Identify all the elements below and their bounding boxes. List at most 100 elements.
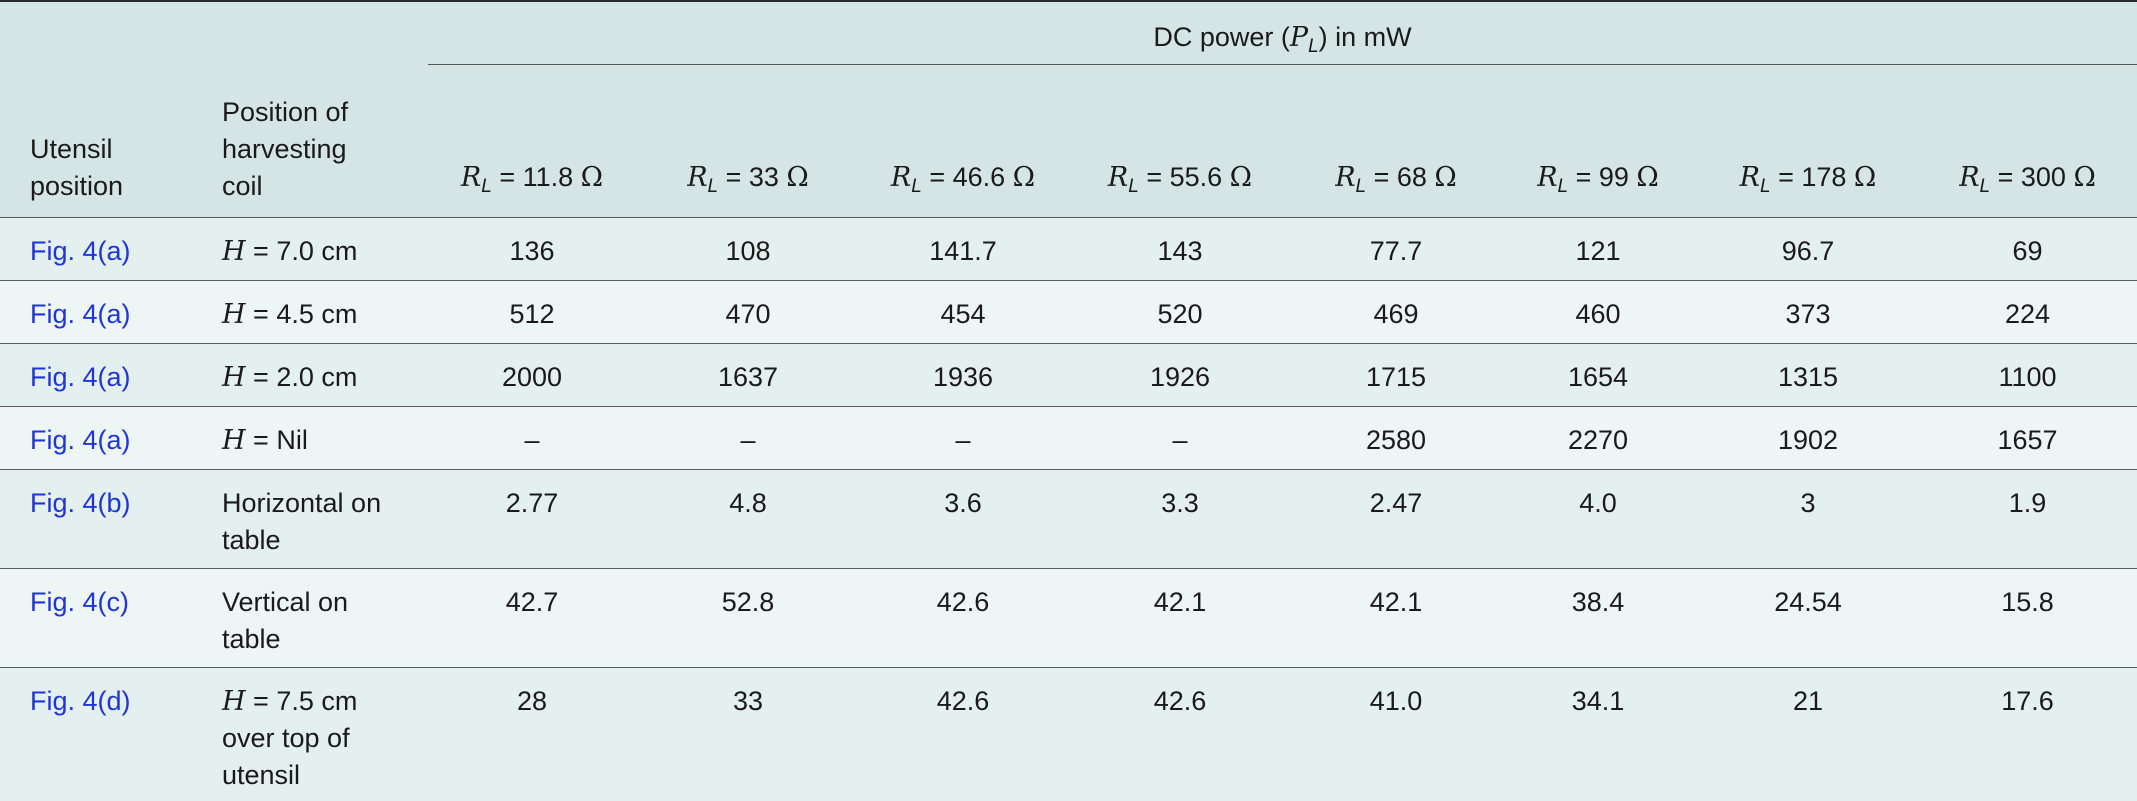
power-value-cell: 69	[1918, 218, 2137, 281]
header-rl-5: RL = 68 Ω	[1294, 65, 1498, 218]
coil-position-cell: Horizontal on table	[210, 470, 428, 569]
power-value-cell: 141.7	[860, 218, 1066, 281]
power-value-cell: 96.7	[1698, 218, 1918, 281]
coil-position-text: Vertical on table	[222, 587, 348, 654]
coil-position-cell: Vertical on table	[210, 569, 428, 668]
power-value-cell: –	[860, 407, 1066, 470]
header-rl-7: RL = 178 Ω	[1698, 65, 1918, 218]
power-value-cell: 21	[1698, 668, 1918, 801]
utensil-figure-link[interactable]: Fig. 4(a)	[0, 281, 210, 344]
height-variable: H	[222, 236, 246, 267]
coil-position-text: = 2.0 cm	[246, 362, 358, 392]
header-rl-6: RL = 99 Ω	[1498, 65, 1698, 218]
header-row-group: Utensil position Position of harvesting …	[0, 2, 2137, 65]
power-value-cell: 224	[1918, 281, 2137, 344]
rl-value: = 68	[1366, 162, 1434, 192]
group-header-subscript: L	[1308, 36, 1319, 57]
coil-position-text: = Nil	[246, 425, 308, 455]
group-header-post: ) in mW	[1319, 22, 1412, 52]
rl-symbol: R	[687, 162, 707, 193]
ohm-unit: Ω	[2073, 162, 2095, 193]
power-value-cell: 1715	[1294, 344, 1498, 407]
power-value-cell: 3.3	[1066, 470, 1294, 569]
rl-value: = 55.6	[1139, 162, 1230, 192]
power-value-cell: 33	[636, 668, 860, 801]
rl-symbol: R	[1740, 162, 1760, 193]
utensil-figure-link[interactable]: Fig. 4(b)	[0, 470, 210, 569]
rl-value: = 46.6	[922, 162, 1013, 192]
height-variable: H	[222, 299, 246, 330]
power-value-cell: 3.6	[860, 470, 1066, 569]
ohm-unit: Ω	[1230, 162, 1252, 193]
ohm-unit: Ω	[1434, 162, 1456, 193]
coil-position-cell: H = 7.5 cm over top of utensil	[210, 668, 428, 801]
rl-value: = 33	[718, 162, 786, 192]
power-value-cell: 1637	[636, 344, 860, 407]
rl-symbol: R	[1959, 162, 1979, 193]
coil-position-cell: H = Nil	[210, 407, 428, 470]
header-rl-1: RL = 11.8 Ω	[428, 65, 636, 218]
utensil-figure-link[interactable]: Fig. 4(a)	[0, 344, 210, 407]
ohm-unit: Ω	[786, 162, 808, 193]
power-value-cell: 520	[1066, 281, 1294, 344]
power-value-cell: 2.77	[428, 470, 636, 569]
utensil-figure-link[interactable]: Fig. 4(c)	[0, 569, 210, 668]
header-rl-4: RL = 55.6 Ω	[1066, 65, 1294, 218]
power-value-cell: 4.0	[1498, 470, 1698, 569]
power-value-cell: 42.6	[860, 569, 1066, 668]
height-variable: H	[222, 686, 246, 717]
ohm-unit: Ω	[1636, 162, 1658, 193]
height-variable: H	[222, 362, 246, 393]
power-value-cell: 42.1	[1066, 569, 1294, 668]
header-rl-8: RL = 300 Ω	[1918, 65, 2137, 218]
power-value-cell: 52.8	[636, 569, 860, 668]
power-value-cell: 4.8	[636, 470, 860, 569]
rl-subscript: L	[481, 176, 492, 197]
height-variable: H	[222, 425, 246, 456]
utensil-figure-link[interactable]: Fig. 4(d)	[0, 668, 210, 801]
power-value-cell: 1936	[860, 344, 1066, 407]
rl-subscript: L	[708, 176, 719, 197]
power-value-cell: 15.8	[1918, 569, 2137, 668]
rl-value: = 178	[1771, 162, 1854, 192]
power-value-cell: 2.47	[1294, 470, 1498, 569]
coil-position-text: = 4.5 cm	[246, 299, 358, 329]
utensil-figure-link[interactable]: Fig. 4(a)	[0, 218, 210, 281]
rl-subscript: L	[1356, 176, 1367, 197]
power-value-cell: 42.6	[1066, 668, 1294, 801]
power-value-cell: 42.1	[1294, 569, 1498, 668]
power-value-cell: 136	[428, 218, 636, 281]
rl-value: = 300	[1990, 162, 2073, 192]
power-value-cell: 143	[1066, 218, 1294, 281]
power-value-cell: 24.54	[1698, 569, 1918, 668]
power-value-cell: 17.6	[1918, 668, 2137, 801]
rl-symbol: R	[1335, 162, 1355, 193]
power-value-cell: 77.7	[1294, 218, 1498, 281]
ohm-unit: Ω	[1013, 162, 1035, 193]
power-value-cell: 108	[636, 218, 860, 281]
power-value-cell: 1926	[1066, 344, 1294, 407]
coil-position-text: = 7.0 cm	[246, 236, 358, 266]
header-dc-power-group: DC power (PL) in mW	[428, 2, 2137, 65]
power-value-cell: 28	[428, 668, 636, 801]
header-coil-position: Position of harvesting coil	[210, 2, 428, 218]
power-value-cell: 2580	[1294, 407, 1498, 470]
power-value-cell: –	[428, 407, 636, 470]
coil-position-cell: H = 7.0 cm	[210, 218, 428, 281]
rl-symbol: R	[891, 162, 911, 193]
rl-subscript: L	[1558, 176, 1569, 197]
power-value-cell: 38.4	[1498, 569, 1698, 668]
header-rl-2: RL = 33 Ω	[636, 65, 860, 218]
coil-position-text: Horizontal on table	[222, 488, 381, 555]
utensil-figure-link[interactable]: Fig. 4(a)	[0, 407, 210, 470]
group-header-symbol: P	[1290, 22, 1308, 53]
coil-position-cell: H = 2.0 cm	[210, 344, 428, 407]
